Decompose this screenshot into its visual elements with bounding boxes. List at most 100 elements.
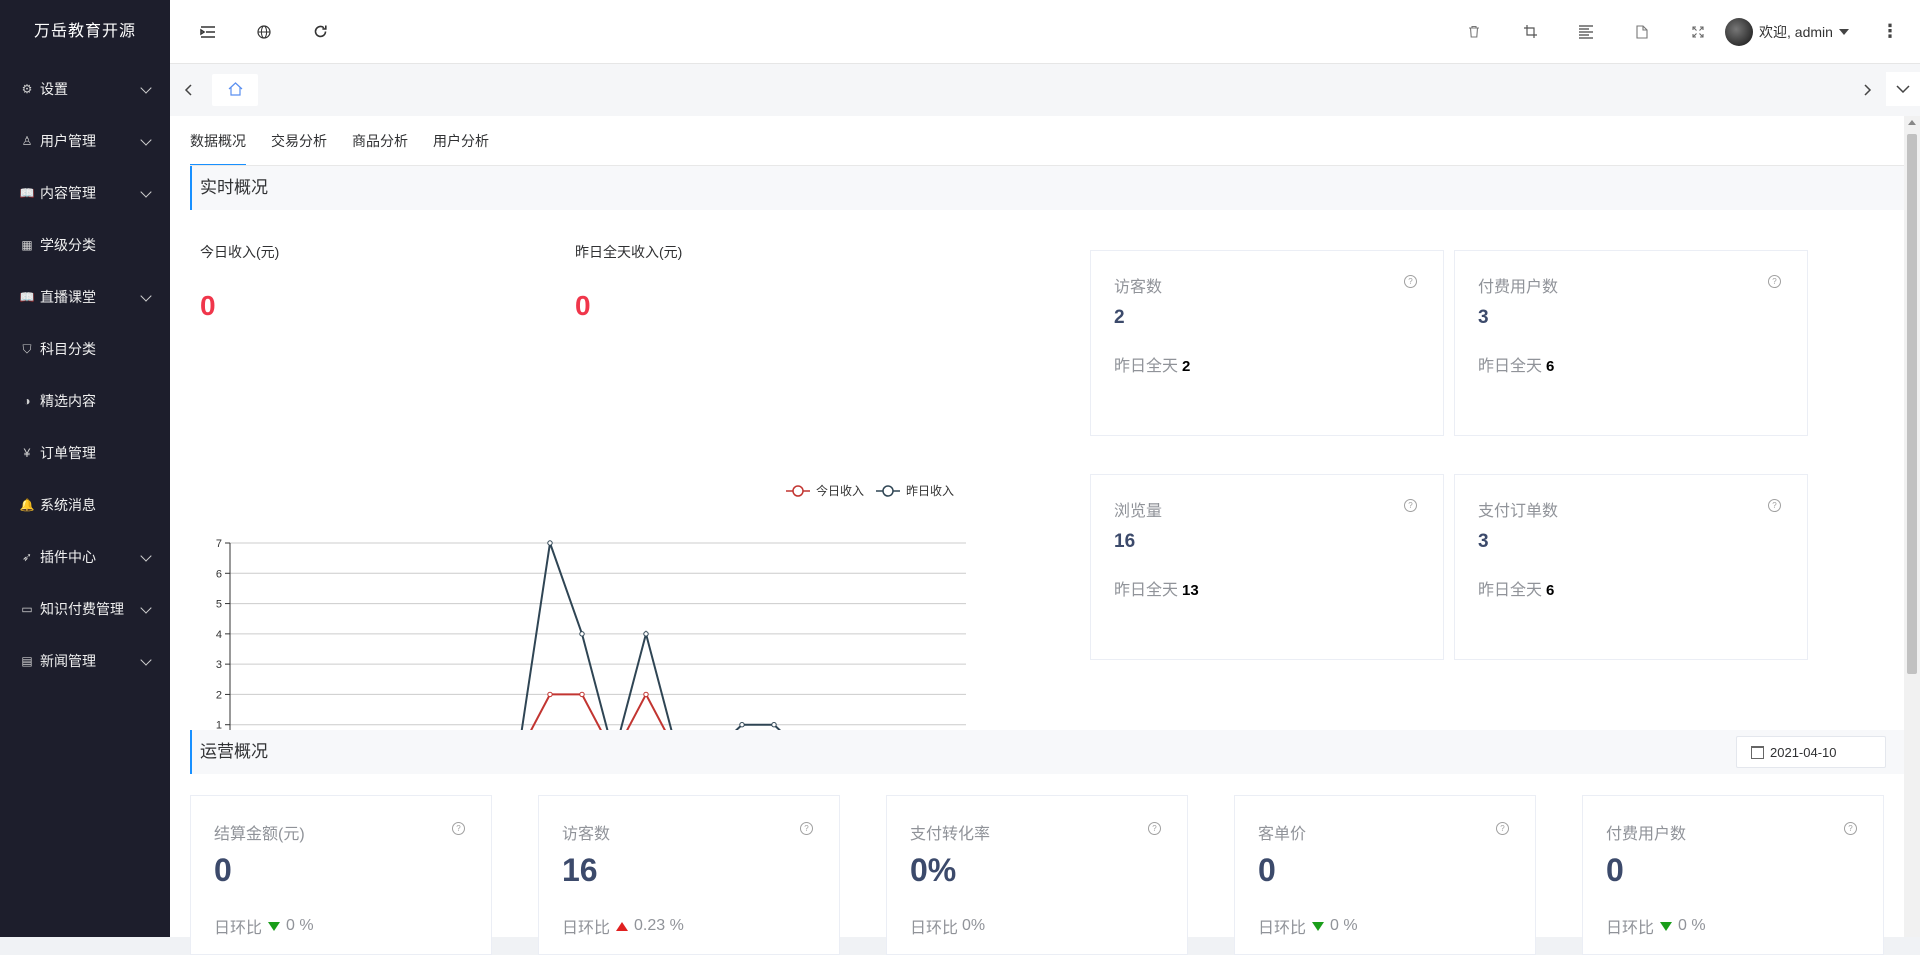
bell-icon: 🔔 — [19, 498, 35, 512]
realtime-card: 访客数? 2 昨日全天 2 — [1090, 250, 1444, 436]
yesterday-label: 昨日全天 — [1478, 582, 1543, 599]
data-point — [771, 722, 777, 728]
date-picker[interactable]: 2021-04-10 — [1736, 736, 1886, 768]
sidebar-item-label: 订单管理 — [40, 445, 96, 461]
tabs-dropdown-icon[interactable] — [1886, 72, 1920, 106]
yesterday-income-label: 昨日全天收入(元) — [575, 244, 683, 260]
realtime-title: 实时概况 — [200, 178, 268, 197]
scroll-right-icon[interactable] — [1853, 64, 1883, 116]
sidebar-item-0[interactable]: ⚙ 设置 — [0, 63, 170, 115]
help-icon[interactable]: ? — [1496, 822, 1509, 835]
card-value: 0 — [214, 852, 232, 888]
sidebar-item-8[interactable]: 🔔 系统消息 — [0, 479, 170, 531]
sidebar-item-3[interactable]: ▦ 学级分类 — [0, 219, 170, 271]
sidebar-item-label: 内容管理 — [40, 185, 96, 201]
sidebar-item-label: 系统消息 — [40, 497, 96, 513]
legend-label: 昨日收入 — [906, 484, 954, 498]
yen-icon: ¥ — [23, 446, 31, 460]
scroll-up-icon[interactable] — [1908, 120, 1916, 125]
tab-0[interactable]: 数据概况 — [190, 116, 246, 166]
sidebar-item-6[interactable]: ◑ 精选内容 — [0, 375, 170, 427]
help-icon[interactable]: ? — [1148, 822, 1161, 835]
help-icon[interactable]: ? — [800, 822, 813, 835]
operations-card: 支付转化率? 0% 日环比 0% — [886, 795, 1188, 955]
y-tick-label: 6 — [216, 568, 222, 580]
card-compare: 日环比 0 % — [1258, 914, 1358, 938]
more-vertical-icon[interactable]: ⋮ — [1881, 21, 1899, 41]
user-menu[interactable]: 欢迎, admin — [1725, 0, 1849, 63]
tabs-divider — [190, 165, 1904, 166]
book-open-icon: 📖 — [19, 290, 35, 304]
align-icon[interactable] — [1566, 0, 1606, 63]
book-icon: 📖 — [19, 186, 35, 200]
help-icon[interactable]: ? — [1844, 822, 1857, 835]
chevron-down-icon — [140, 550, 152, 562]
sidebar-item-10[interactable]: ▭ 知识付费管理 — [0, 583, 170, 635]
sidebar: 万岳教育开源 ⚙ 设置 ♙ 用户管理 📖 内容管理 ▦ 学级分类 📖 直播课堂 ⛉ 科目分类 ◑ 精选内容… — [0, 0, 170, 937]
sidebar-item-7[interactable]: ¥ 订单管理 — [0, 427, 170, 479]
legend-marker — [792, 485, 804, 497]
card-value: 3 — [1478, 307, 1489, 328]
tab-1[interactable]: 交易分析 — [271, 133, 327, 149]
sidebar-item-label: 精选内容 — [40, 393, 96, 409]
chevron-down-icon — [140, 654, 152, 666]
palette-icon: ◑ — [23, 394, 31, 408]
card-value: 3 — [1478, 531, 1489, 552]
sidebar-item-5[interactable]: ⛉ 科目分类 — [0, 323, 170, 375]
menu-collapse-icon[interactable] — [188, 0, 228, 63]
crop-icon[interactable] — [1510, 0, 1550, 63]
sidebar-item-1[interactable]: ♙ 用户管理 — [0, 115, 170, 167]
help-icon[interactable]: ? — [1768, 275, 1781, 288]
sidebar-item-label: 用户管理 — [40, 133, 96, 149]
realtime-card: 付费用户数? 3 昨日全天 6 — [1454, 250, 1808, 436]
user-greeting: 欢迎, admin — [1759, 23, 1833, 40]
operations-card: 付费用户数? 0 日环比 0 % — [1582, 795, 1884, 955]
today-income-value: 0 — [200, 290, 216, 321]
card-value: 0 — [1606, 852, 1624, 888]
card-yesterday: 昨日全天 13 — [1114, 576, 1199, 600]
tags-view-bar — [170, 64, 1920, 116]
card-value: 16 — [1114, 531, 1136, 552]
file-icon[interactable] — [1622, 0, 1662, 63]
sidebar-item-2[interactable]: 📖 内容管理 — [0, 167, 170, 219]
card-compare: 日环比 0 % — [214, 914, 314, 938]
compare-label: 日环比 — [1606, 920, 1655, 937]
card-yesterday: 昨日全天 2 — [1114, 352, 1190, 376]
card-yesterday: 昨日全天 6 — [1478, 352, 1554, 376]
sidebar-item-9[interactable]: ➶ 插件中心 — [0, 531, 170, 583]
page-scrollbar[interactable] — [1904, 116, 1920, 937]
data-point — [579, 631, 585, 637]
help-icon[interactable]: ? — [452, 822, 465, 835]
tab-2[interactable]: 商品分析 — [352, 133, 408, 149]
data-point — [547, 691, 553, 698]
trend-down-icon — [268, 921, 281, 931]
card-title: 访客数 — [562, 826, 611, 843]
help-icon[interactable]: ? — [1404, 499, 1417, 512]
tab-3[interactable]: 用户分析 — [433, 133, 489, 149]
refresh-icon[interactable] — [300, 0, 340, 63]
card-yesterday: 昨日全天 6 — [1478, 576, 1554, 600]
help-icon[interactable]: ? — [1404, 275, 1417, 288]
yesterday-value: 13 — [1182, 582, 1199, 599]
app-logo[interactable]: 万岳教育开源 — [33, 23, 136, 40]
trash-icon[interactable] — [1454, 0, 1494, 63]
sidebar-item-label: 设置 — [40, 81, 68, 97]
y-tick-label: 5 — [216, 599, 222, 611]
legend-label: 今日收入 — [816, 483, 864, 498]
home-tab[interactable] — [212, 74, 258, 106]
top-header: 欢迎, admin ⋮ — [170, 0, 1920, 64]
sidebar-item-4[interactable]: 📖 直播课堂 — [0, 271, 170, 323]
card-title: 支付订单数 — [1478, 503, 1559, 520]
card-compare: 日环比 0% — [910, 914, 985, 938]
help-icon[interactable]: ? — [1768, 499, 1781, 512]
scrollbar-thumb[interactable] — [1907, 134, 1917, 674]
chevron-down-icon — [140, 82, 152, 94]
sidebar-item-label: 知识付费管理 — [40, 601, 124, 617]
sidebar-item-11[interactable]: ▤ 新闻管理 — [0, 635, 170, 687]
sidebar-item-label: 科目分类 — [40, 341, 96, 357]
card-value: 16 — [562, 852, 598, 888]
avatar — [1725, 17, 1753, 46]
globe-icon[interactable] — [244, 0, 284, 63]
scroll-left-icon[interactable] — [173, 64, 203, 116]
fullscreen-icon[interactable] — [1678, 0, 1718, 63]
